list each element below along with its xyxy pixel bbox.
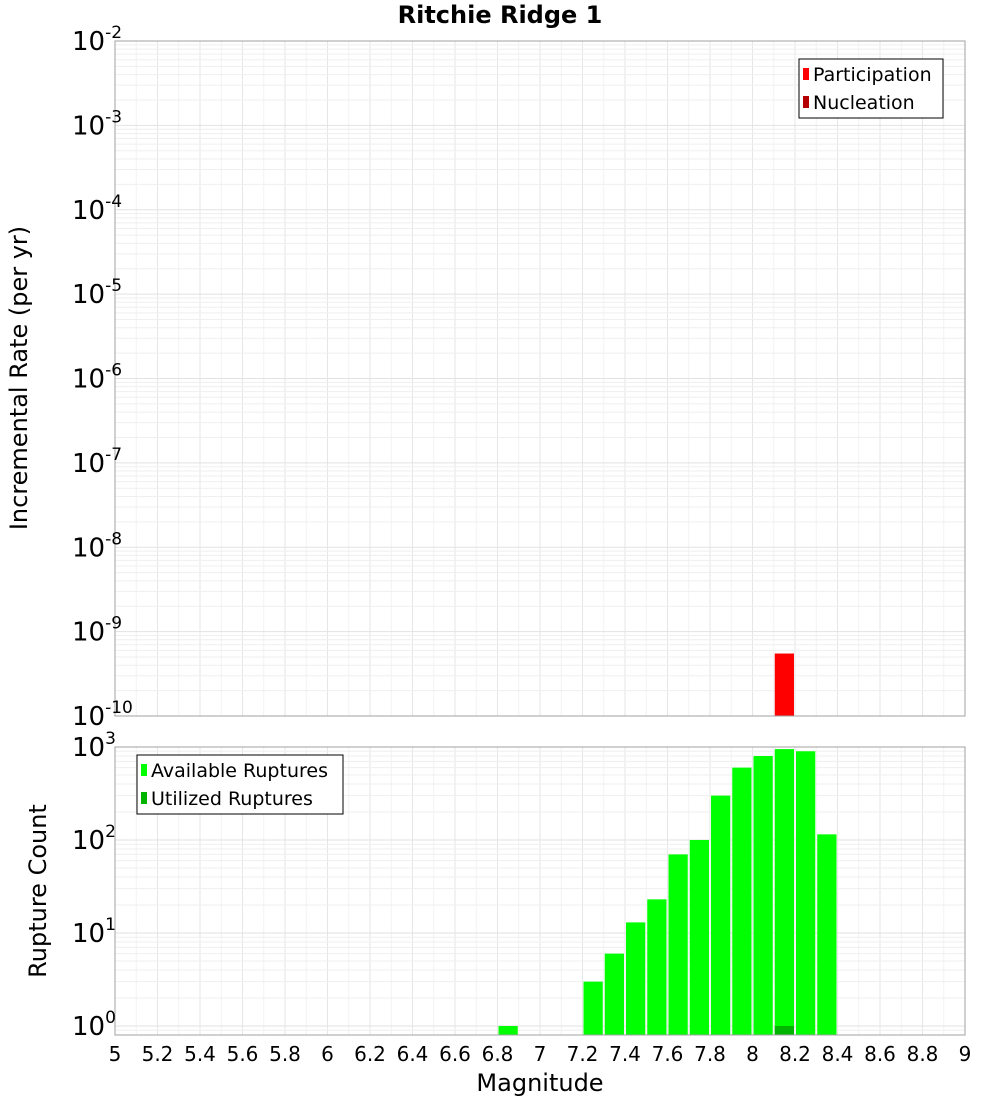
bar-available-ruptures	[498, 1025, 518, 1035]
legend-label: Participation	[813, 64, 932, 86]
legend-swatch	[803, 96, 809, 108]
legend-label: Nucleation	[813, 92, 915, 114]
x-tick-label: 5.2	[142, 1042, 174, 1066]
y-tick-exponent: -9	[105, 614, 122, 634]
count-panel-bars	[498, 749, 837, 1035]
x-tick-label: 7.4	[609, 1042, 641, 1066]
legend-label: Utilized Ruptures	[151, 788, 313, 810]
x-tick-label: 8.2	[779, 1042, 811, 1066]
bar-available-ruptures	[647, 899, 667, 1035]
bar-utilized-ruptures	[774, 1025, 794, 1035]
rate-panel-y-ticks: 10-210-310-410-510-610-710-810-910-10	[72, 23, 133, 732]
x-axis-label: Magnitude	[476, 1069, 603, 1097]
y-tick-label: 102	[72, 822, 116, 856]
bar-available-ruptures	[774, 749, 794, 1035]
bar-available-ruptures	[604, 953, 624, 1035]
legend-box	[798, 58, 944, 119]
legend-label: Available Ruptures	[151, 760, 328, 782]
x-tick-label: 5	[109, 1042, 122, 1066]
y-tick-label: 100	[72, 1008, 116, 1042]
y-tick-label: 103	[72, 729, 116, 763]
bar-available-ruptures	[817, 834, 837, 1035]
x-axis-ticks: 5 5.2 5.4 5.6 5.8 6 6.2 6.4 6.6 6.8 7 7.2 7.4 7.6 7.8 8…	[109, 1042, 972, 1066]
rate-panel-y-label: Incremental Rate (per yr)	[5, 226, 33, 530]
x-tick-label: 6.2	[354, 1042, 386, 1066]
y-tick-label: 10-5	[72, 276, 122, 310]
y-tick-exponent: -5	[105, 276, 122, 296]
x-tick-label: 7.8	[694, 1042, 726, 1066]
bar-available-ruptures	[668, 854, 688, 1035]
count-panel-frame	[114, 746, 966, 1036]
y-tick-exponent: 3	[105, 729, 116, 749]
bar-available-ruptures	[732, 767, 752, 1035]
x-tick-label: 7	[534, 1042, 547, 1066]
y-tick-exponent: -3	[105, 107, 122, 127]
y-tick-label: 101	[72, 915, 116, 949]
count-panel-y-label: Rupture Count	[24, 804, 52, 978]
x-tick-label: 5.8	[269, 1042, 301, 1066]
bar-participation	[774, 653, 794, 716]
x-tick-label: 6.4	[397, 1042, 429, 1066]
x-tick-label: 5.4	[184, 1042, 216, 1066]
bar-available-ruptures	[711, 795, 731, 1035]
y-tick-exponent: -8	[105, 529, 122, 549]
y-tick-exponent: -6	[105, 361, 122, 381]
y-tick-label: 10-10	[72, 698, 133, 732]
x-tick-label: 8	[746, 1042, 759, 1066]
rate-panel-bars	[774, 653, 794, 716]
x-tick-label: 8.6	[864, 1042, 896, 1066]
y-tick-exponent: -2	[105, 23, 122, 43]
bar-available-ruptures	[689, 839, 709, 1035]
rate-panel-legend: Participation Nucleation	[798, 58, 944, 119]
rate-panel-grid	[114, 40, 966, 717]
bar-available-ruptures	[583, 981, 603, 1035]
chart-title: Ritchie Ridge 1	[398, 1, 603, 29]
legend-swatch	[141, 792, 147, 804]
y-tick-exponent: 0	[105, 1008, 116, 1028]
y-tick-label: 10-7	[72, 445, 122, 479]
count-panel-legend: Available Ruptures Utilized Ruptures	[136, 754, 344, 815]
x-tick-label: 9	[959, 1042, 972, 1066]
x-tick-label: 6.8	[482, 1042, 514, 1066]
legend-swatch	[141, 764, 147, 776]
x-tick-label: 5.6	[227, 1042, 259, 1066]
bar-available-ruptures	[753, 756, 773, 1035]
bar-available-ruptures	[626, 922, 646, 1035]
legend-swatch	[803, 68, 809, 80]
x-tick-label: 7.2	[567, 1042, 599, 1066]
y-tick-exponent: -4	[105, 192, 122, 212]
x-tick-label: 6.6	[439, 1042, 471, 1066]
legend-box	[136, 754, 344, 815]
x-tick-label: 7.6	[652, 1042, 684, 1066]
bar-available-ruptures	[796, 751, 816, 1035]
x-tick-label: 8.4	[822, 1042, 854, 1066]
y-tick-exponent: -7	[105, 445, 122, 465]
y-tick-exponent: -10	[105, 698, 133, 718]
rate-panel-frame	[114, 40, 966, 717]
y-tick-exponent: 1	[105, 915, 116, 935]
x-tick-label: 6	[321, 1042, 334, 1066]
y-tick-exponent: 2	[105, 822, 116, 842]
x-tick-label: 8.8	[907, 1042, 939, 1066]
